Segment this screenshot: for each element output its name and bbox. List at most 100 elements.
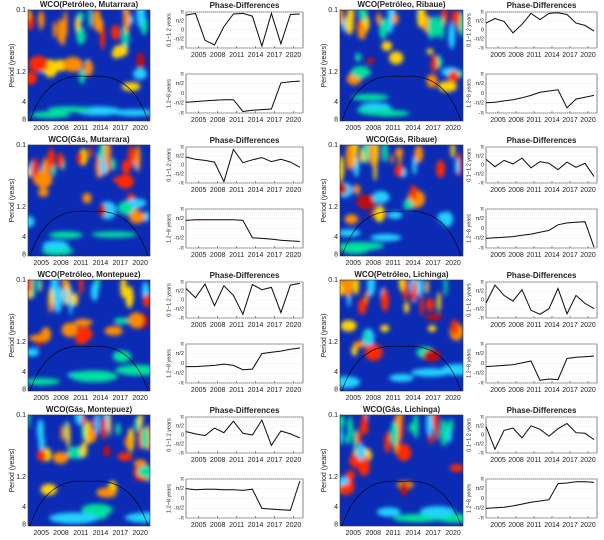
x-tick-label: 2008 (508, 252, 524, 259)
x-tick-label: 2014 (544, 387, 560, 394)
y-axis-label: 0.1~1.2 years (466, 148, 472, 182)
y-tick-label: -π/2 (474, 36, 484, 42)
blob (88, 428, 97, 443)
blob (50, 280, 59, 293)
y-tick-label: -π/2 (174, 171, 184, 177)
y-axis-label: 0.1~1.2 years (466, 13, 472, 47)
y-tick-label: -π/2 (474, 171, 484, 177)
blob (91, 418, 95, 429)
blob (437, 212, 452, 223)
blob (92, 10, 102, 32)
blob (373, 160, 377, 181)
blob (47, 106, 93, 113)
y-tick-label: 0.1 (16, 7, 26, 14)
blob (345, 145, 355, 171)
blob (129, 210, 146, 224)
blob (358, 10, 367, 22)
blob (448, 22, 456, 50)
phase-line (485, 422, 595, 451)
blob (95, 415, 100, 434)
blob (135, 145, 141, 172)
frame (27, 144, 151, 257)
blob (419, 295, 424, 317)
x-tick-label: 2011 (526, 187, 541, 194)
blob (374, 145, 379, 165)
wavelet-panel (339, 144, 464, 257)
blob (38, 10, 43, 31)
phase-line (185, 282, 300, 316)
x-tick-label: 2020 (580, 187, 596, 194)
blob (410, 368, 450, 377)
cone-of-influence (29, 345, 149, 391)
y-tick-label: π (180, 279, 184, 285)
y-tick-label: 4 (334, 369, 338, 376)
blob (30, 111, 71, 119)
blob (436, 291, 441, 312)
blob (28, 10, 30, 21)
y-tick-label: π (480, 414, 484, 420)
y-tick-label: π (480, 206, 484, 212)
blob (409, 185, 418, 200)
blob (49, 512, 99, 524)
x-tick-label: 2008 (210, 187, 226, 194)
y-tick-label: π/2 (476, 81, 484, 87)
wavelet-panel (27, 144, 151, 257)
y-tick-label: -π (178, 450, 184, 456)
x-tick-label: 2017 (267, 322, 283, 329)
phase-line (185, 80, 300, 113)
x-tick-label: 2005 (490, 322, 506, 329)
x-tick-label: 2020 (445, 395, 461, 402)
blob (48, 287, 54, 305)
blob (112, 176, 129, 184)
blob (449, 464, 463, 472)
blob (353, 145, 357, 167)
blob (431, 54, 438, 73)
x-tick-label: 2020 (445, 260, 461, 267)
y-tick-label: 8 (22, 116, 26, 123)
blob (102, 445, 111, 457)
blob (52, 21, 57, 39)
y-tick-label: π (480, 71, 484, 77)
x-tick-label: 2017 (562, 117, 578, 124)
y-tick-label: -π (178, 110, 184, 116)
frame (339, 414, 464, 527)
cone-of-influence (341, 345, 462, 391)
y-tick-label: -π/2 (174, 371, 184, 377)
blob (451, 10, 461, 24)
blob (75, 415, 83, 426)
y-tick-label: -π (178, 315, 184, 321)
panel-title: WCO(Gás, Lichinga) (363, 405, 441, 414)
y-tick-label: 0 (481, 361, 484, 367)
y-tick-label: 4 (22, 234, 26, 241)
blob (117, 452, 133, 461)
x-tick-label: 2011 (229, 117, 244, 124)
x-tick-label: 2005 (191, 387, 207, 394)
x-tick-label: 2008 (210, 387, 226, 394)
blob (366, 57, 375, 64)
y-tick-label: π (480, 341, 484, 347)
y-tick-label: 4 (22, 504, 26, 511)
x-tick-label: 2014 (248, 52, 264, 59)
blob (353, 280, 360, 295)
x-tick-label: 2008 (53, 530, 69, 537)
y-tick-label: π/2 (176, 486, 184, 492)
heatmap-blobs (28, 415, 150, 524)
x-tick-label: 2020 (286, 522, 302, 529)
y-tick-label: 0 (181, 361, 184, 367)
x-tick-label: 2014 (544, 522, 560, 529)
x-tick-label: 2008 (210, 322, 226, 329)
y-tick-label: 8 (22, 521, 26, 528)
cone-of-influence (341, 480, 462, 526)
blob (356, 449, 366, 457)
x-tick-label: 2017 (425, 260, 441, 267)
blob (427, 16, 435, 40)
phase-title: Phase-Differences (210, 1, 280, 10)
y-tick-label: π/2 (476, 351, 484, 357)
y-tick-label: -π (478, 315, 484, 321)
y-tick-label: π/2 (176, 216, 184, 222)
x-tick-label: 2014 (544, 52, 560, 59)
blob (441, 364, 463, 376)
x-tick-label: 2020 (445, 530, 461, 537)
y-tick-label: 4 (22, 369, 26, 376)
